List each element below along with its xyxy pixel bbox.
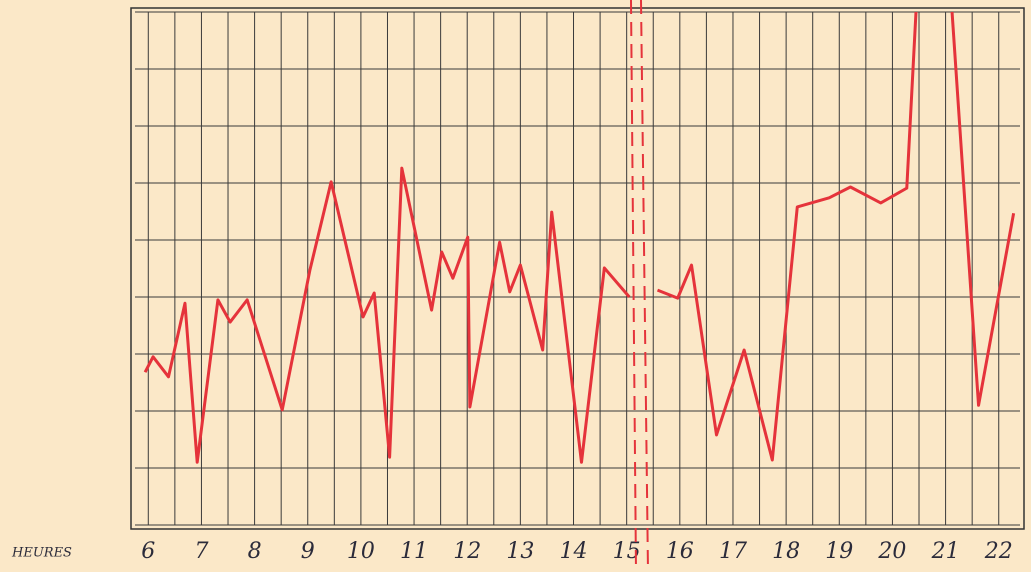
- x-tick-label: 6: [141, 539, 155, 564]
- x-tick-label: 9: [301, 539, 315, 564]
- divider-dash: [640, 0, 649, 572]
- x-axis-label: HEURES: [11, 546, 72, 561]
- x-tick-label: 11: [400, 539, 428, 564]
- x-tick-label: 19: [825, 539, 853, 564]
- x-tick-label: 20: [877, 539, 906, 564]
- x-tick-label: 10: [347, 539, 375, 564]
- x-tick-label: 13: [506, 539, 534, 564]
- x-tick-label: 8: [248, 539, 262, 564]
- x-tick-label: 17: [719, 539, 747, 564]
- divider-dash: [630, 0, 637, 572]
- x-tick-label: 21: [931, 539, 960, 564]
- plot-area: [143, 12, 1016, 464]
- x-tick-label: 18: [772, 539, 800, 564]
- frame-outer: [130, 7, 1025, 530]
- x-tick-label: 16: [666, 539, 694, 564]
- x-tick-label: 7: [194, 539, 208, 564]
- data-line: [143, 12, 1016, 464]
- x-tick-label: 22: [984, 539, 1013, 564]
- x-tick-label: 12: [453, 539, 481, 564]
- x-tick-label: 14: [560, 539, 588, 564]
